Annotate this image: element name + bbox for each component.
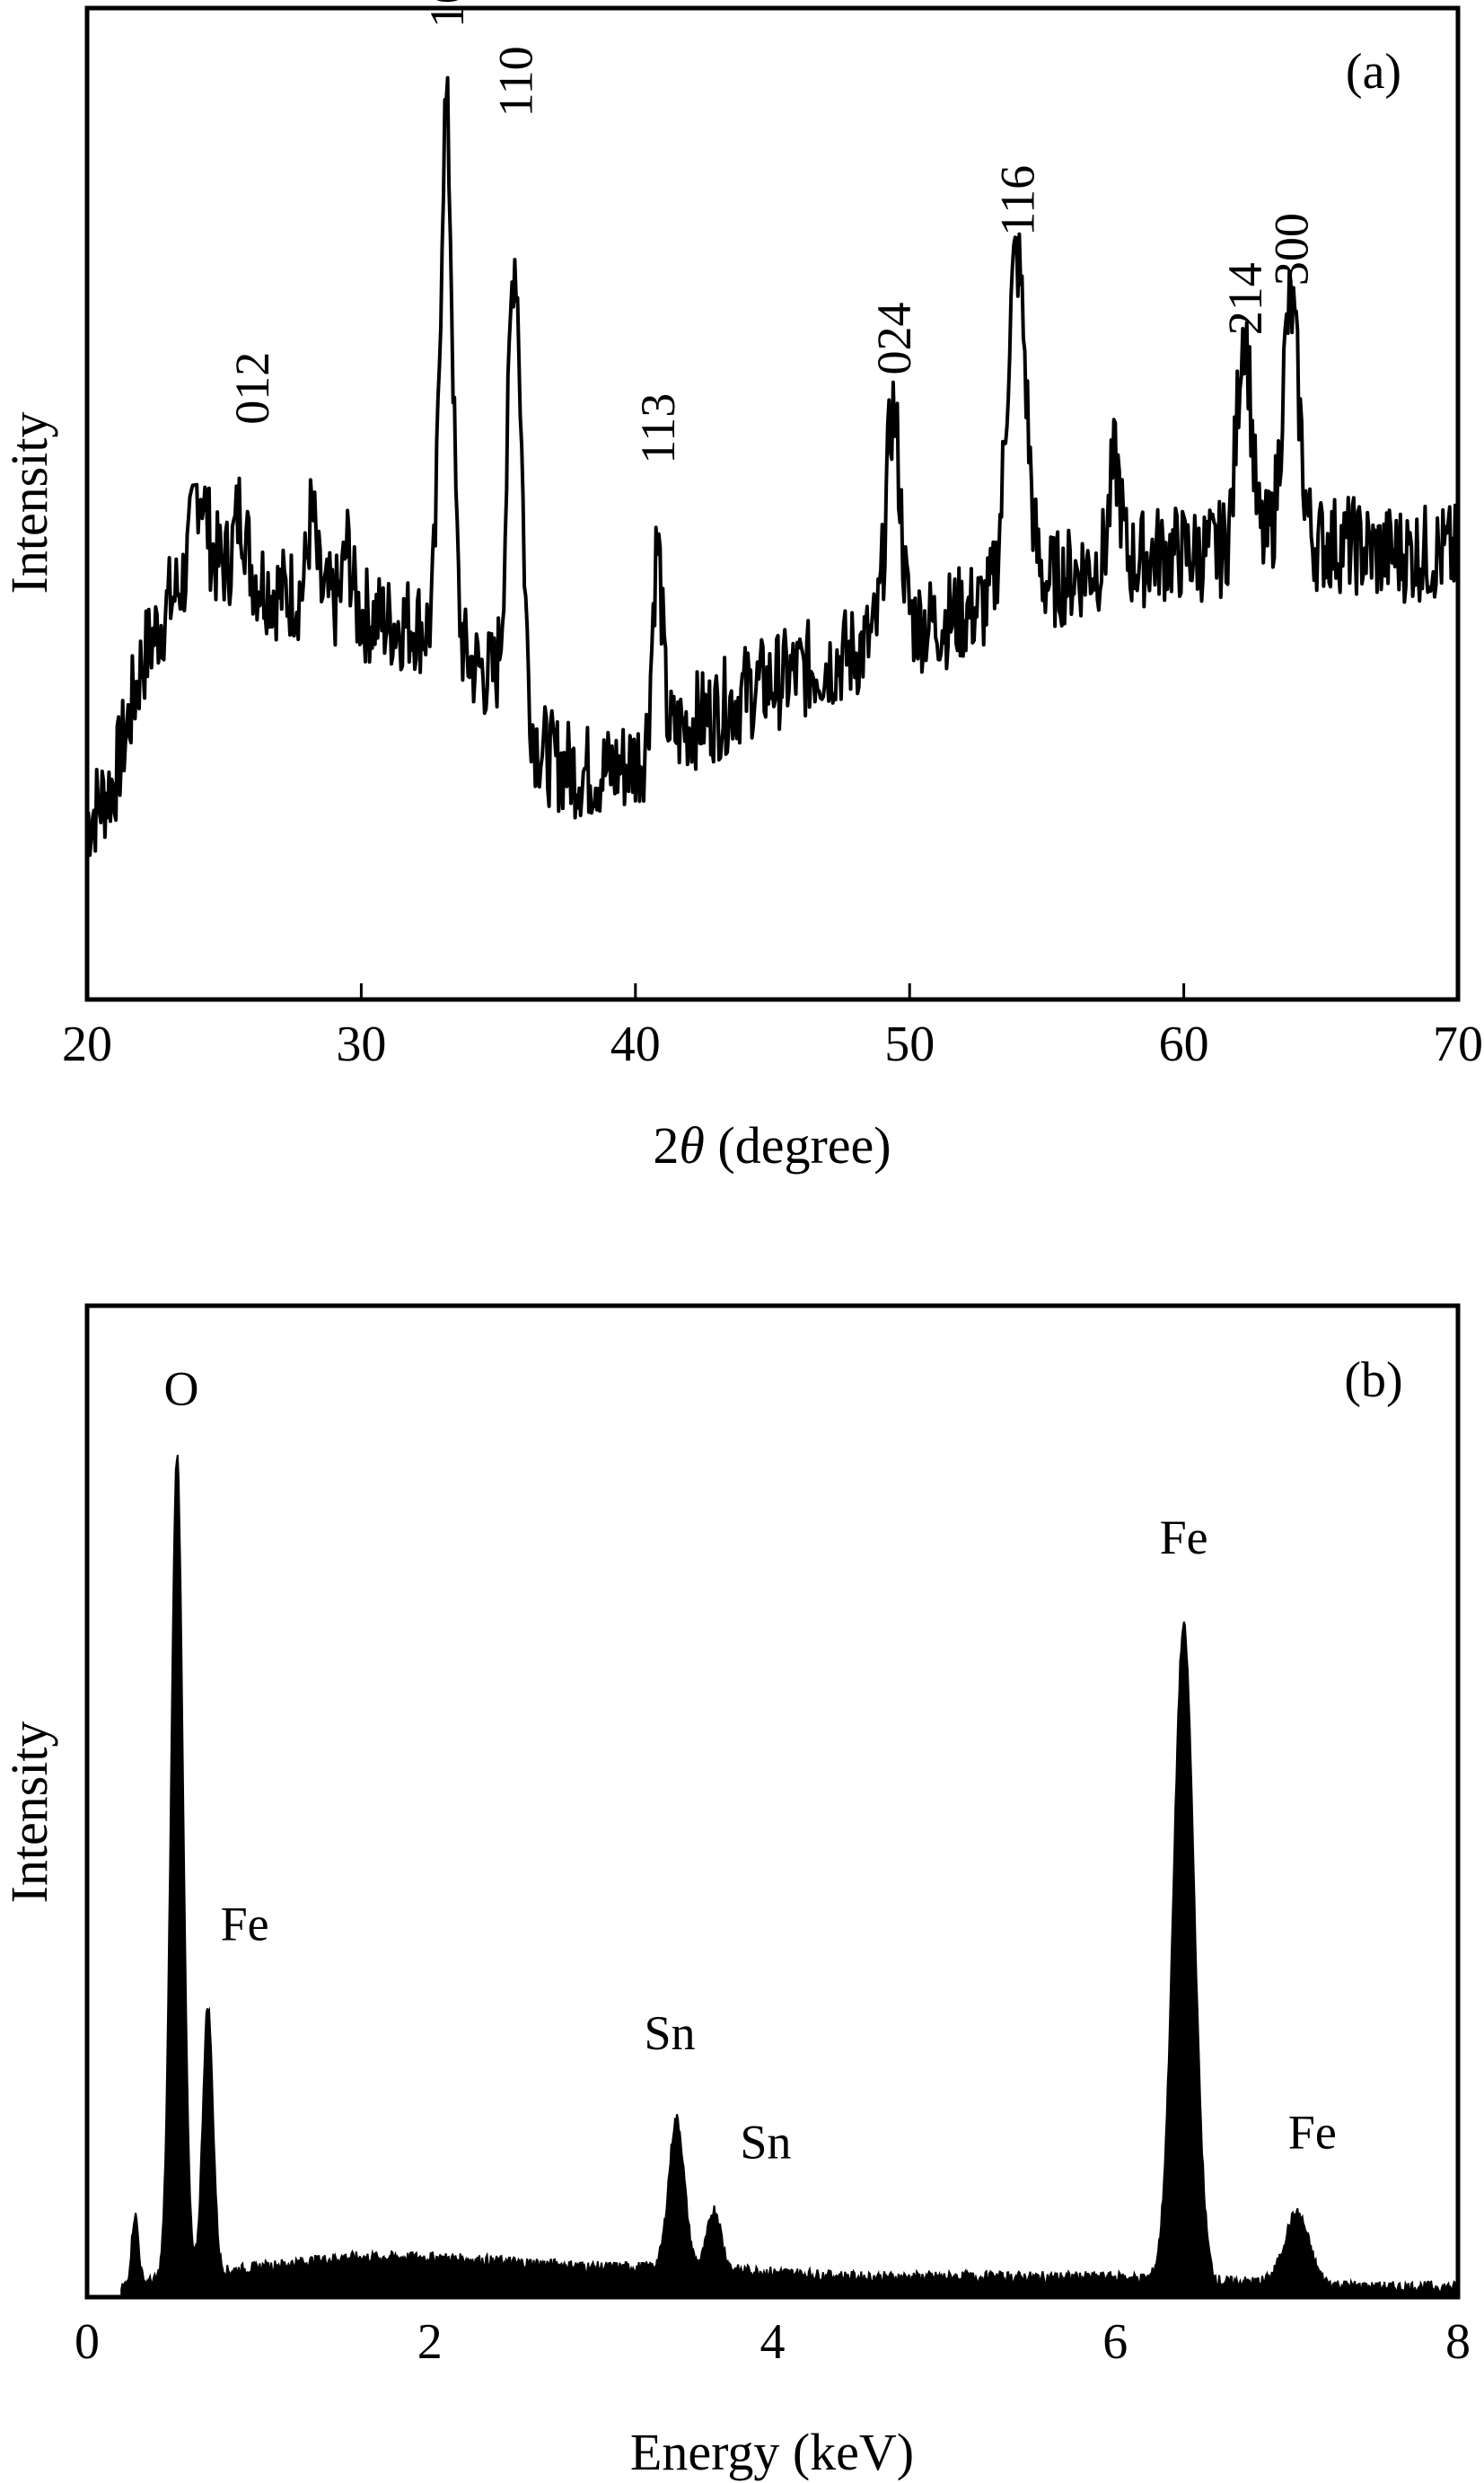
panel-b-element-label: Fe <box>221 1897 269 1951</box>
panel-a-x-axis-title: 2θ (degree) <box>653 1116 891 1175</box>
panel-b-element-label: Fe <box>1288 2105 1337 2159</box>
panel-b-x-tick-label: 2 <box>417 2314 443 2370</box>
panel-b-plot-frame <box>84 1303 1461 2300</box>
panel-b-x-tick-label: 4 <box>760 2314 786 2370</box>
panel-a-peak-label: 104 <box>420 0 474 28</box>
panel-a-x-tick-label: 50 <box>884 1017 935 1072</box>
panel-a-plot-frame <box>84 5 1461 1002</box>
panel-b-y-axis-title: Intensity <box>0 1721 58 1904</box>
panel-b-eds-spectrum <box>120 1455 1459 2298</box>
panel-a-xrd-trace <box>85 75 1460 858</box>
panel-a-peak-label: 024 <box>867 303 921 375</box>
panel-a-x-axis-title-prefix: 2 <box>653 1116 679 1175</box>
panel-b-element-annotations: O Fe Sn Sn Fe Fe <box>164 1361 1337 2169</box>
panel-b: 0 2 4 6 8 O Fe Sn Sn Fe Fe (b) Intensity Energy (… <box>0 1303 1471 2481</box>
panel-a-peak-label: 116 <box>990 165 1044 236</box>
panel-a-x-tick-label: 60 <box>1159 1017 1209 1072</box>
panel-b-label: (b) <box>1344 1352 1402 1408</box>
panel-a-peak-label: 012 <box>225 352 279 425</box>
panel-b-x-ticks: 0 2 4 6 8 <box>75 2281 1471 2370</box>
panel-b-element-label: Sn <box>740 2115 791 2169</box>
panel-b-spectrum-layer <box>120 1455 1459 2298</box>
panel-b-x-tick-label: 6 <box>1102 2314 1128 2370</box>
panel-a-y-axis-title: Intensity <box>0 412 58 594</box>
panel-a-x-axis-title-unit: (degree) <box>705 1116 891 1175</box>
panel-a-x-axis-title-theta: θ <box>679 1116 705 1175</box>
panel-a-x-ticks: 20 30 40 50 60 70 <box>62 983 1483 1072</box>
panel-a-peak-label: 300 <box>1265 213 1319 286</box>
panel-a-label: (a) <box>1346 44 1401 100</box>
panel-a-x-tick-label: 40 <box>610 1017 661 1072</box>
panel-a-trace-layer <box>85 75 1460 858</box>
panel-a-x-tick-label: 70 <box>1433 1017 1483 1072</box>
panel-a-peak-label: 113 <box>631 393 685 464</box>
panel-b-x-axis-title: Energy (keV) <box>630 2423 914 2481</box>
panel-b-x-tick-label: 8 <box>1445 2314 1471 2370</box>
panel-a-peak-label: 214 <box>1218 262 1272 335</box>
panel-b-element-label: Sn <box>644 2006 695 2060</box>
panel-a-peak-label: 110 <box>488 46 542 117</box>
panel-b-x-tick-label: 0 <box>75 2314 100 2370</box>
panel-a-x-tick-label: 30 <box>336 1017 386 1072</box>
panel-b-element-label: O <box>164 1361 199 1415</box>
panel-b-element-label: Fe <box>1160 1510 1208 1564</box>
panel-a-x-tick-label: 20 <box>62 1017 112 1072</box>
